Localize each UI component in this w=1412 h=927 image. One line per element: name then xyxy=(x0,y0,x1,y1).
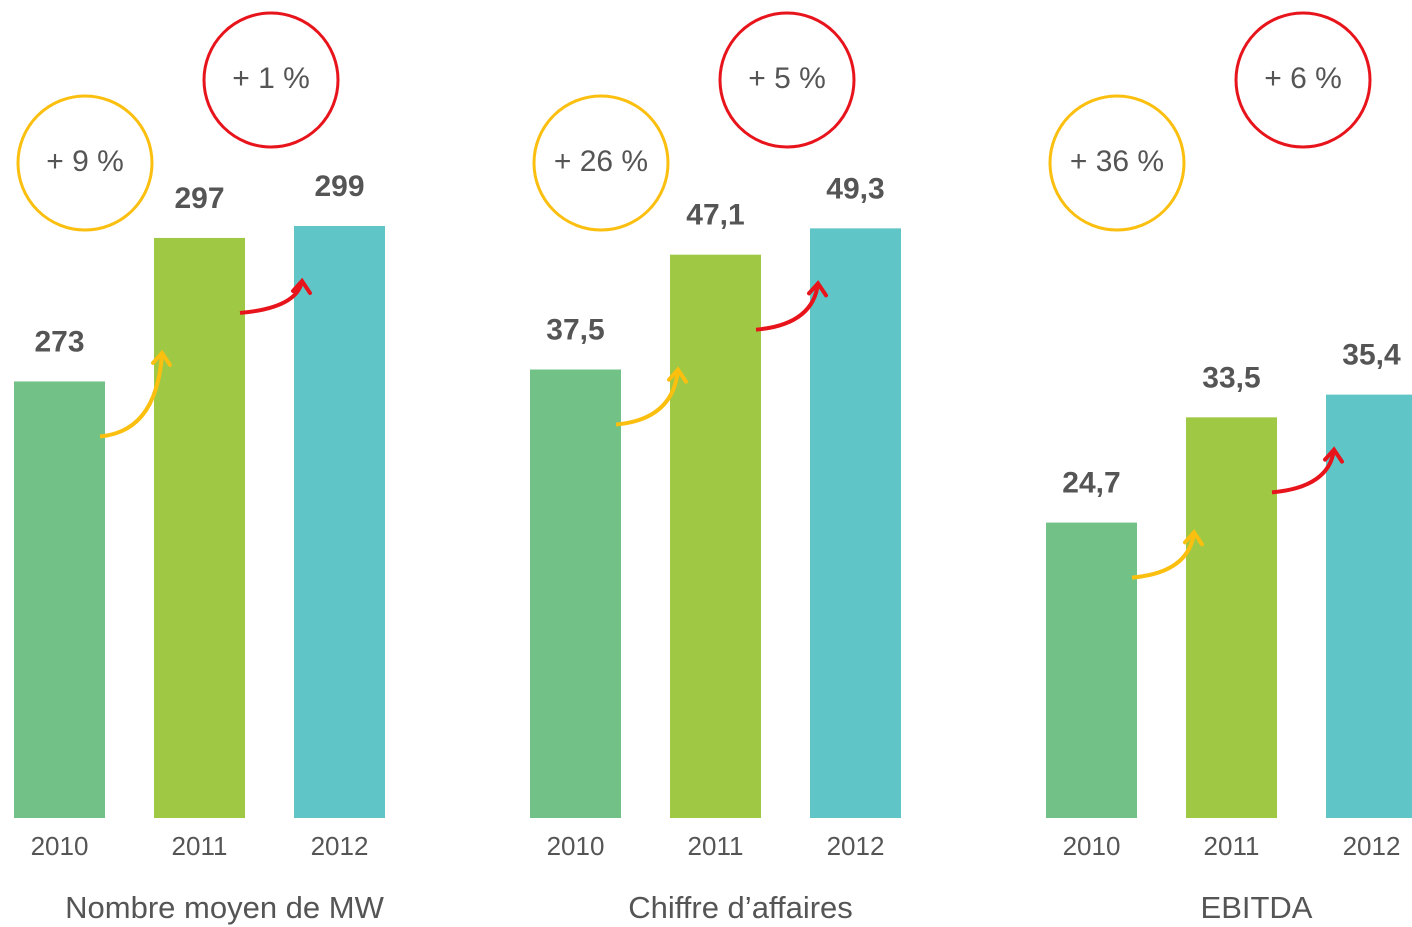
x-tick-label: 2010 xyxy=(1063,831,1121,861)
chart-title: Nombre moyen de MW xyxy=(65,890,384,925)
growth-arrow xyxy=(615,369,680,427)
annotation-circle xyxy=(1048,94,1186,232)
bar xyxy=(530,369,621,818)
annotation-circle xyxy=(1234,11,1372,149)
arrow-head xyxy=(1323,446,1344,464)
arrow-head xyxy=(1183,529,1204,547)
bar xyxy=(1326,394,1412,818)
x-tick-label: 2010 xyxy=(547,831,605,861)
value-label: 24,7 xyxy=(1062,467,1120,500)
annotation-circle xyxy=(16,94,154,232)
growth-arrow xyxy=(1271,449,1336,495)
annotation-circle xyxy=(532,94,670,232)
x-tick-label: 2011 xyxy=(172,831,228,861)
arrow-head xyxy=(151,349,172,367)
annotation: + 5 % xyxy=(748,62,826,95)
bar xyxy=(670,254,761,818)
value-label: 37,5 xyxy=(546,313,604,346)
arrow-head xyxy=(291,277,312,295)
bar xyxy=(1186,417,1277,818)
value-label: 49,3 xyxy=(826,172,884,205)
growth-arrow xyxy=(1131,532,1196,580)
growth-arrow xyxy=(99,352,164,439)
value-label: 297 xyxy=(174,182,224,215)
bar xyxy=(1046,522,1137,818)
annotation-circle xyxy=(718,11,856,149)
arrow-head xyxy=(807,280,828,298)
chart-title: Chiffre d’affaires xyxy=(628,890,853,925)
annotation-circle xyxy=(202,11,340,149)
value-label: 47,1 xyxy=(686,199,744,232)
value-label: 273 xyxy=(34,325,84,358)
bar xyxy=(810,228,901,818)
x-tick-label: 2010 xyxy=(31,831,89,861)
annotation: + 6 % xyxy=(1264,62,1342,95)
chart-title: EBITDA xyxy=(1201,890,1313,925)
bar xyxy=(294,225,385,819)
annotation: + 26 % xyxy=(554,145,648,178)
x-tick-label: 2011 xyxy=(688,831,744,861)
value-label: 35,4 xyxy=(1342,339,1401,372)
x-tick-label: 2012 xyxy=(1343,831,1401,861)
value-label: 299 xyxy=(314,170,364,203)
growth-arrow xyxy=(239,280,304,315)
x-tick-label: 2012 xyxy=(311,831,369,861)
bar xyxy=(14,381,105,818)
annotation: + 1 % xyxy=(232,62,310,95)
arrow-head xyxy=(667,366,688,384)
value-label: 33,5 xyxy=(1202,361,1260,394)
growth-arrow xyxy=(755,283,820,332)
x-tick-label: 2011 xyxy=(1204,831,1260,861)
x-tick-label: 2012 xyxy=(827,831,885,861)
bar xyxy=(154,237,245,818)
annotation: + 9 % xyxy=(46,145,124,178)
annotation: + 36 % xyxy=(1070,145,1164,178)
